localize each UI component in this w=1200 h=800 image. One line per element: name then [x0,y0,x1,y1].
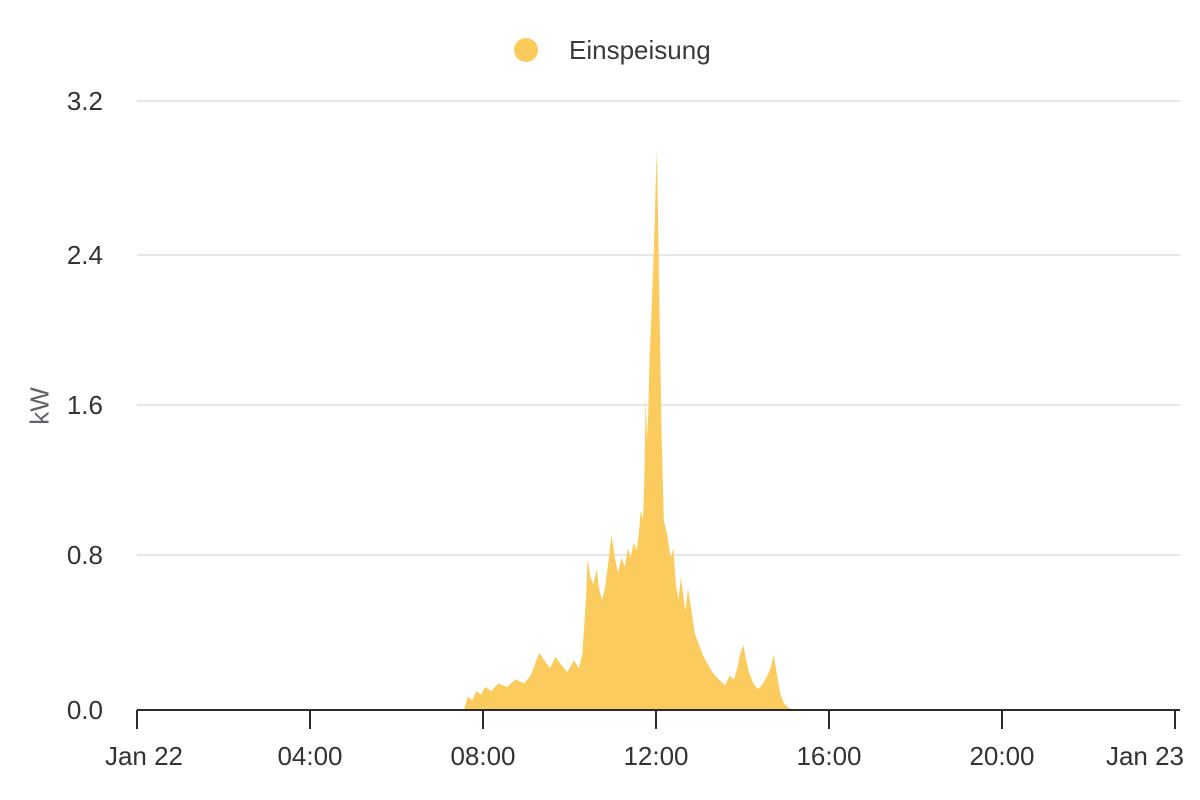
svg-text:0.8: 0.8 [67,540,103,570]
svg-text:3.2: 3.2 [67,86,103,116]
svg-text:2.4: 2.4 [67,240,103,270]
svg-text:16:00: 16:00 [796,741,861,771]
svg-text:1.6: 1.6 [67,390,103,420]
svg-text:Jan 22: Jan 22 [105,741,183,771]
svg-text:Jan 23: Jan 23 [1106,741,1184,771]
svg-text:20:00: 20:00 [969,741,1034,771]
svg-text:04:00: 04:00 [277,741,342,771]
svg-text:0.0: 0.0 [67,695,103,725]
svg-text:08:00: 08:00 [450,741,515,771]
svg-text:12:00: 12:00 [623,741,688,771]
